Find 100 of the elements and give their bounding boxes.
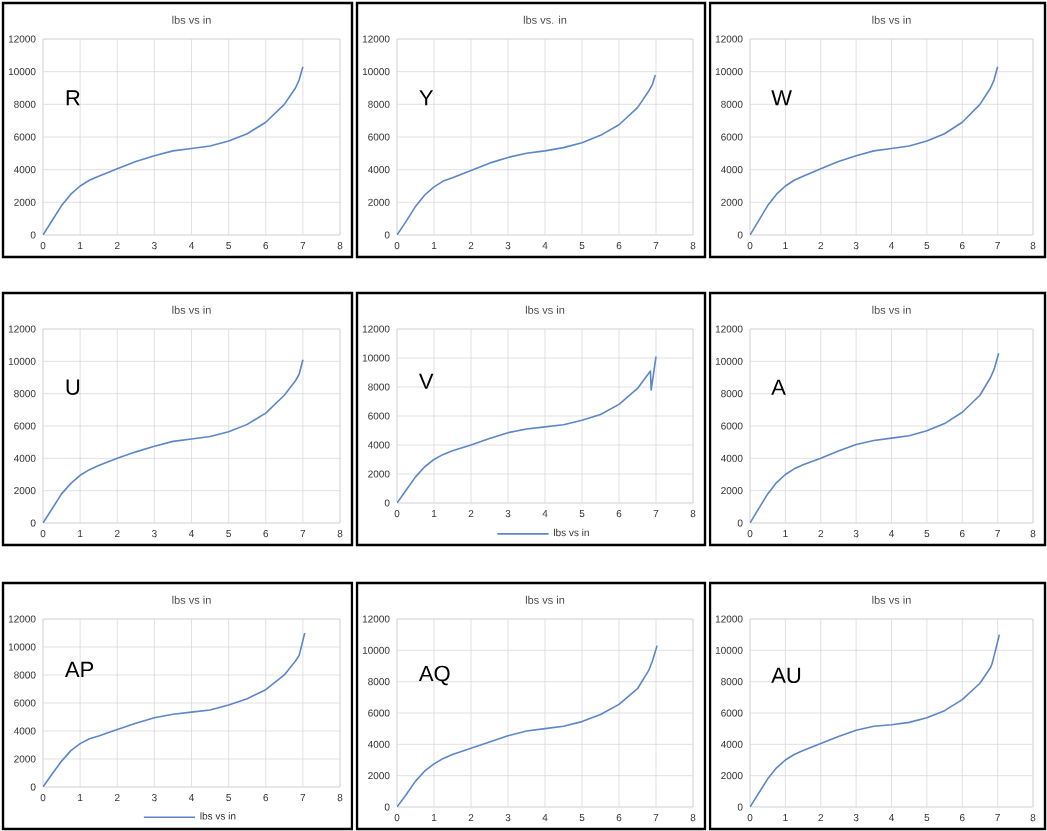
x-tick-label: 0: [747, 814, 753, 822]
x-tick-label: 0: [40, 530, 46, 538]
x-tick-label: 8: [1030, 530, 1036, 538]
x-tick-label: 8: [1030, 814, 1036, 822]
y-tick-label: 10000: [362, 354, 390, 362]
y-tick-label: 6000: [14, 699, 36, 707]
x-tick-label: 8: [1030, 242, 1036, 250]
y-tick-label: 2000: [368, 772, 390, 780]
x-tick-label: 1: [78, 794, 83, 801]
x-tick-label: 2: [468, 510, 474, 518]
y-tick-label: 8000: [14, 390, 36, 398]
y-tick-label: 4000: [720, 166, 743, 174]
y-tick-label: 4000: [13, 727, 36, 735]
x-tick-label: 8: [337, 794, 343, 802]
annotation: AQ: [418, 665, 450, 686]
y-tick-label: 2000: [368, 198, 390, 206]
line-series: [397, 355, 657, 503]
line-series: [750, 65, 999, 235]
y-tick-label: 6000: [14, 422, 36, 430]
x-tick-label: 5: [226, 530, 231, 538]
y-tick-label: 4000: [13, 454, 36, 462]
y-tick-label: 12000: [8, 35, 36, 43]
x-tick-label: 2: [114, 794, 120, 802]
x-tick-label: 3: [505, 242, 511, 250]
x-tick-label: 0: [394, 242, 400, 250]
x-tick-label: 3: [853, 530, 859, 538]
chart-title: lbs vs in: [872, 595, 911, 604]
chart-title: lbs vs in: [172, 595, 211, 604]
x-tick-label: 8: [337, 242, 343, 250]
x-tick-label: 1: [78, 530, 83, 537]
x-tick-label: 4: [888, 242, 894, 249]
y-tick-label: 6000: [721, 133, 743, 141]
x-tick-label: 0: [747, 530, 753, 538]
y-tick-label: 4000: [367, 441, 390, 449]
annotation: A: [771, 379, 786, 395]
x-tick-label: 7: [995, 242, 1000, 249]
chart-title: lbs vs in: [872, 305, 911, 314]
x-tick-label: 6: [263, 530, 269, 538]
line-series: [397, 644, 658, 807]
y-tick-label: 0: [30, 231, 36, 239]
annotation: AP: [64, 661, 94, 677]
x-tick-label: 1: [431, 510, 437, 517]
x-tick-label: 7: [653, 242, 659, 249]
x-tick-label: 1: [431, 242, 437, 249]
line-series: [43, 358, 304, 523]
x-tick-label: 4: [542, 242, 548, 249]
x-tick-label: 6: [616, 510, 622, 518]
y-tick-label: 2000: [721, 198, 743, 206]
y-tick-label: 6000: [368, 412, 390, 420]
y-tick-label: 2000: [14, 755, 36, 763]
x-tick-label: 1: [431, 814, 437, 821]
x-tick-label: 3: [151, 794, 157, 802]
y-tick-label: 2000: [368, 470, 390, 478]
y-tick-label: 4000: [720, 454, 743, 462]
x-tick-label: 0: [40, 794, 46, 802]
y-tick-label: 6000: [368, 133, 390, 141]
x-tick-label: 2: [468, 242, 474, 250]
annotation: W: [771, 90, 792, 106]
y-tick-label: 8000: [721, 390, 743, 398]
y-tick-label: 0: [737, 231, 743, 239]
y-tick-label: 8000: [368, 678, 390, 686]
y-tick-label: 6000: [721, 709, 743, 717]
y-tick-label: 6000: [368, 709, 390, 717]
x-tick-label: 1: [78, 242, 83, 249]
chart-title: lbs vs in: [172, 305, 211, 314]
y-tick-label: 8000: [14, 100, 36, 108]
x-tick-label: 0: [747, 242, 753, 250]
y-tick-label: 12000: [8, 615, 36, 623]
y-tick-label: 10000: [8, 643, 36, 651]
y-tick-label: 4000: [367, 740, 390, 748]
y-tick-label: 4000: [367, 166, 390, 174]
x-tick-label: 2: [818, 530, 824, 538]
y-tick-label: 2000: [14, 198, 36, 206]
x-tick-label: 6: [959, 530, 965, 538]
y-tick-label: 10000: [715, 68, 743, 76]
line-series: [43, 632, 306, 787]
x-tick-label: 8: [690, 814, 696, 822]
x-tick-label: 7: [995, 530, 1000, 537]
chart-title: lbs vs in: [872, 15, 911, 24]
x-tick-label: 4: [888, 530, 894, 537]
x-tick-label: 2: [114, 242, 120, 250]
x-tick-label: 5: [579, 510, 585, 518]
x-tick-label: 6: [959, 242, 965, 250]
x-tick-label: 0: [40, 242, 46, 250]
x-tick-label: 8: [337, 530, 343, 538]
y-tick-label: 0: [737, 803, 743, 811]
y-tick-label: 12000: [8, 325, 36, 333]
x-tick-label: 6: [959, 814, 965, 822]
x-tick-label: 1: [783, 242, 788, 249]
x-tick-label: 3: [505, 510, 511, 518]
x-tick-label: 1: [783, 814, 788, 821]
chart-title: lbs vs. in: [523, 15, 567, 24]
x-tick-label: 1: [783, 530, 788, 537]
y-tick-label: 12000: [362, 615, 390, 623]
chart-title: lbs vs in: [525, 305, 565, 314]
x-tick-label: 5: [924, 530, 930, 538]
x-tick-label: 3: [151, 530, 157, 538]
x-tick-label: 4: [188, 242, 194, 249]
line-series: [397, 74, 657, 235]
x-tick-label: 7: [300, 794, 306, 801]
